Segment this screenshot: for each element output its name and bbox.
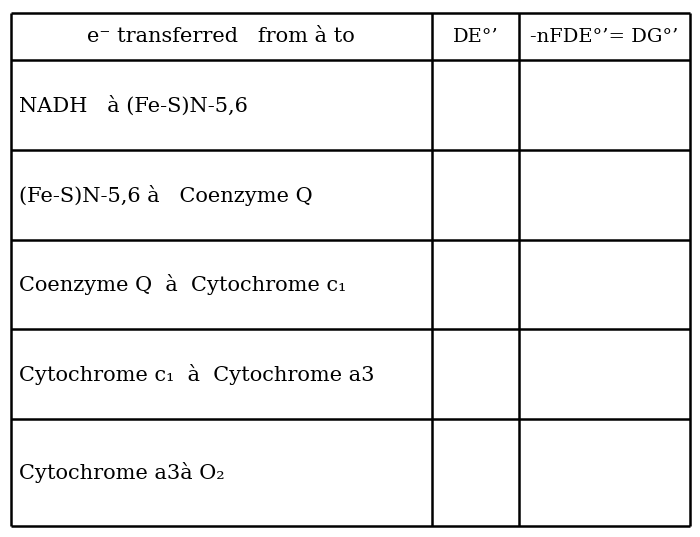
Text: DE°’: DE°’: [453, 28, 498, 46]
Text: e⁻ transferred   from à to: e⁻ transferred from à to: [88, 27, 355, 46]
Text: -nFDE°’= DG°’: -nFDE°’= DG°’: [531, 28, 678, 46]
Text: NADH   à (Fe-S)N-5,6: NADH à (Fe-S)N-5,6: [19, 95, 248, 115]
Text: Coenzyme Q  à  Cytochrome c₁: Coenzyme Q à Cytochrome c₁: [19, 274, 346, 295]
Text: Cytochrome c₁  à  Cytochrome a3: Cytochrome c₁ à Cytochrome a3: [19, 364, 374, 384]
Text: Cytochrome a3à O₂: Cytochrome a3à O₂: [19, 462, 225, 483]
Text: (Fe-S)N-5,6 à   Coenzyme Q: (Fe-S)N-5,6 à Coenzyme Q: [19, 185, 312, 206]
